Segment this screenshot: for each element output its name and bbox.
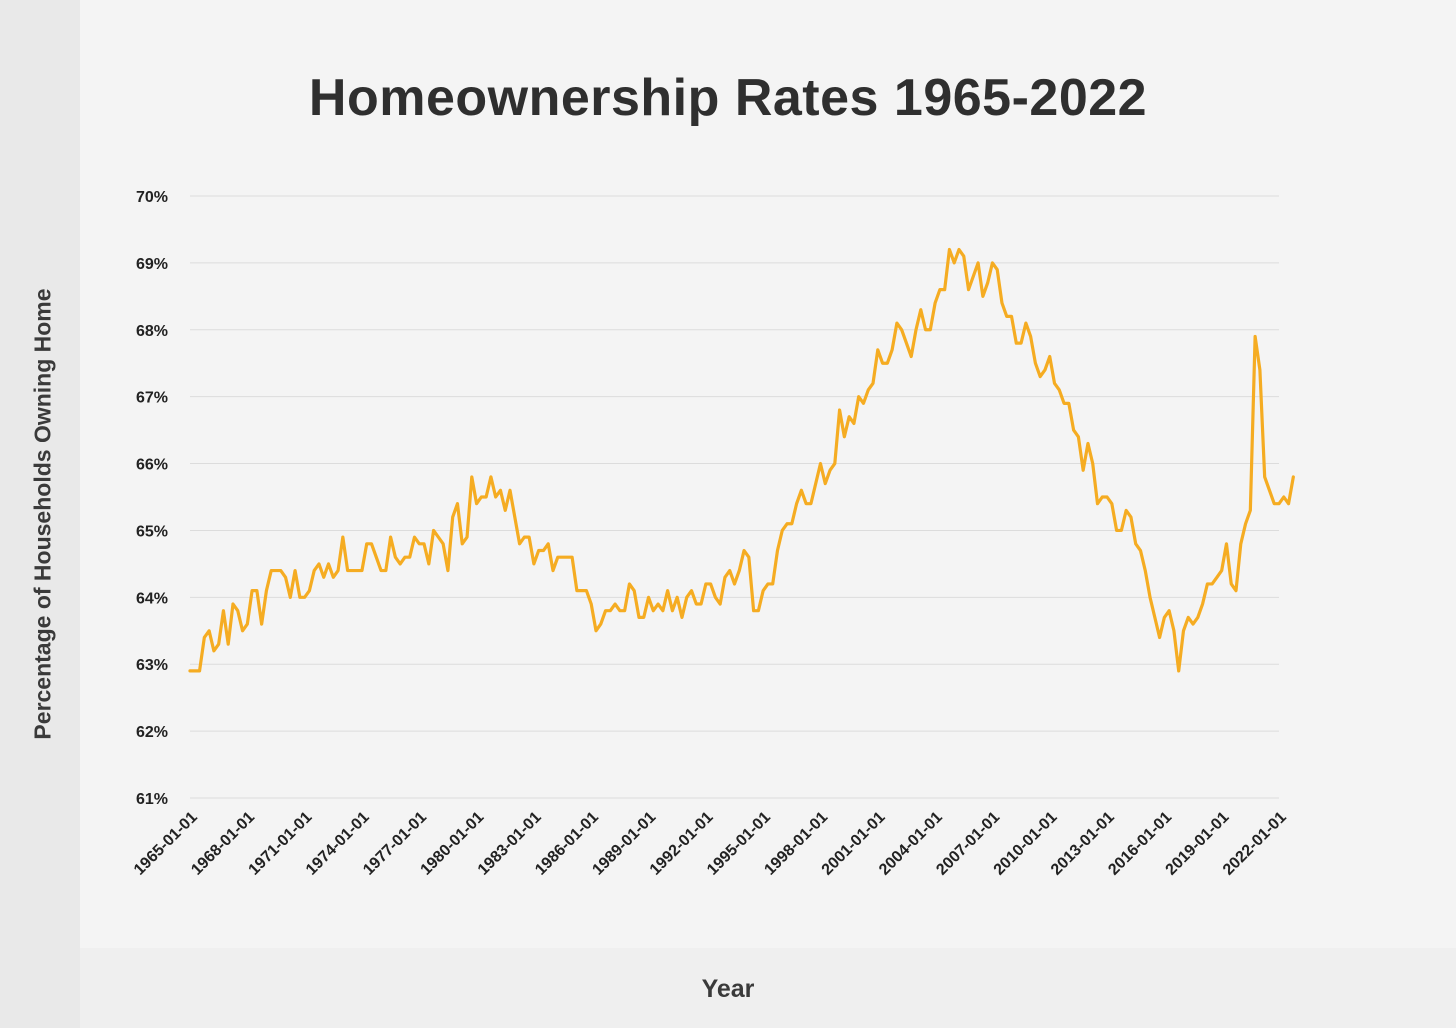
y-tick-label: 65%	[136, 523, 168, 540]
x-tick-labels: 1965-01-011968-01-011971-01-011974-01-01…	[131, 809, 1290, 879]
left-margin-strip	[0, 0, 80, 1028]
y-tick-label: 61%	[136, 791, 168, 808]
y-tick-label: 67%	[136, 390, 168, 407]
y-tick-label: 66%	[136, 457, 168, 474]
bottom-margin-strip	[80, 948, 1456, 1028]
x-axis-label: Year	[701, 975, 755, 1003]
y-tick-label: 64%	[136, 590, 168, 607]
gridlines	[190, 195, 1279, 799]
y-tick-label: 69%	[136, 256, 168, 273]
y-tick-labels: 61% 62% 63% 64% 65% 66% 67% 68% 69% 70%	[136, 189, 168, 808]
series-layer	[188, 247, 1295, 673]
y-tick-label: 63%	[136, 657, 168, 674]
y-tick-label: 70%	[136, 189, 168, 206]
series-line	[188, 247, 1295, 673]
chart-title: Homeownership Rates 1965-2022	[308, 69, 1148, 127]
y-tick-label: 68%	[136, 323, 168, 340]
y-tick-label: 62%	[136, 724, 168, 741]
